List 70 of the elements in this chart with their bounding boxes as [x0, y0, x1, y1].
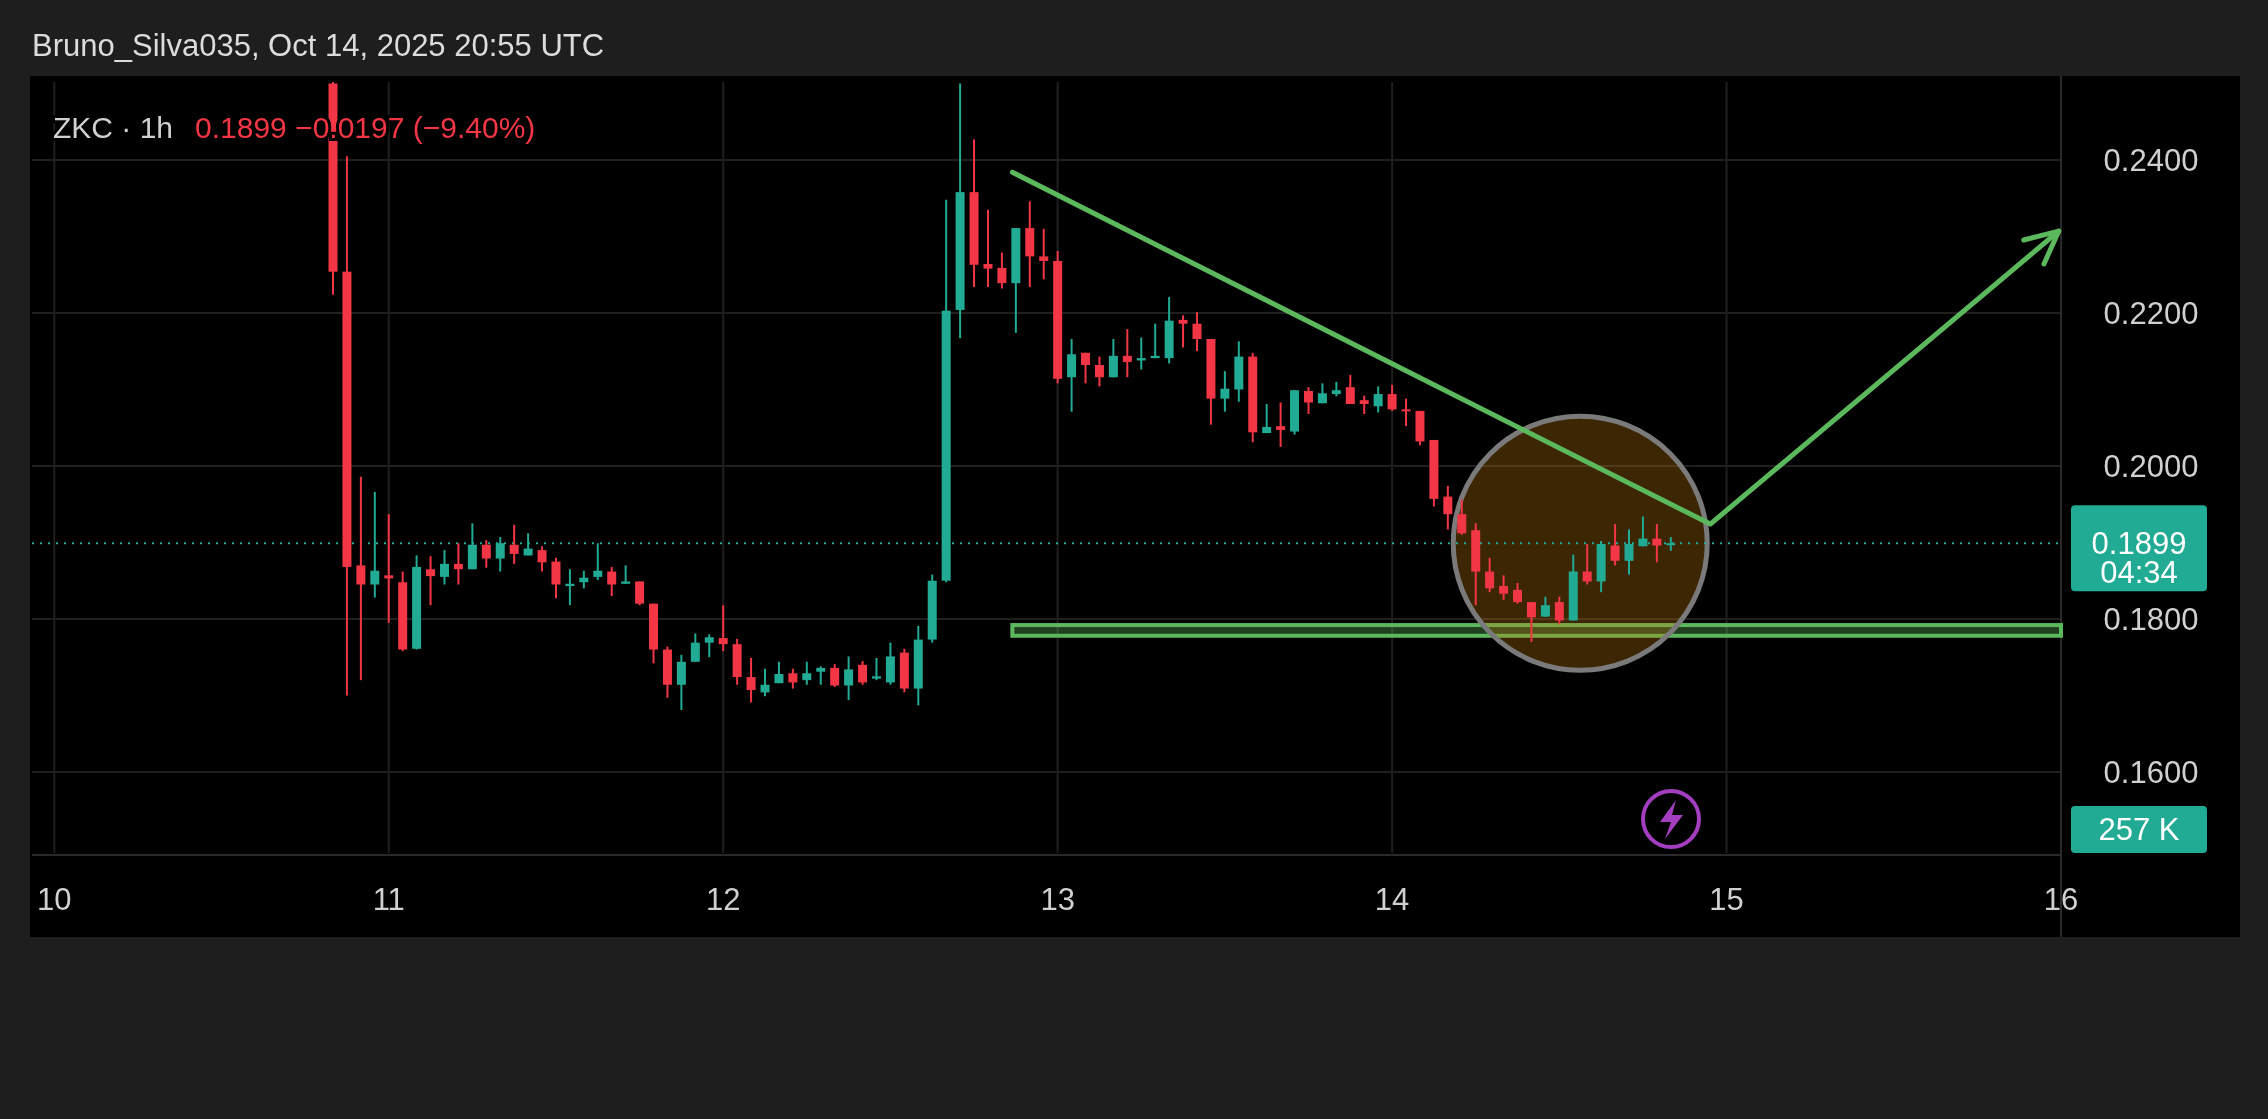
x-tick-label: 12 — [705, 882, 741, 917]
x-tick-label: 11 — [372, 882, 405, 917]
x-tick-label: 14 — [1374, 882, 1410, 917]
candlestick — [983, 208, 993, 288]
candlestick — [551, 556, 561, 600]
candlestick — [802, 660, 812, 686]
candlestick — [1108, 338, 1118, 379]
candlestick — [1499, 574, 1509, 601]
candlestick — [356, 475, 366, 682]
y-tick-label: 0.2000 — [2103, 448, 2199, 484]
candlestick — [830, 663, 840, 689]
candlestick — [858, 660, 868, 686]
candlestick — [1067, 338, 1077, 413]
candlestick — [426, 555, 436, 607]
candlestick — [1443, 484, 1453, 531]
candlestick — [635, 580, 645, 607]
candlestick — [1540, 595, 1550, 618]
candlestick — [1122, 328, 1132, 379]
candlestick — [1178, 314, 1188, 349]
candlestick — [676, 653, 686, 711]
candlestick — [718, 604, 728, 653]
candlestick — [1220, 370, 1230, 413]
y-tick-label: 0.2400 — [2103, 143, 2199, 179]
candlestick — [384, 513, 394, 624]
candlestick — [1081, 351, 1091, 385]
text: Bruno_Silva035, Oct 14, 2025 20:55 UTC — [32, 28, 605, 63]
candlestick — [453, 542, 463, 586]
candlestick — [788, 667, 798, 690]
candlestick — [1513, 582, 1523, 605]
candlestick — [1457, 498, 1467, 536]
candlestick — [1262, 403, 1272, 435]
candlestick — [1554, 595, 1564, 626]
candlestick — [607, 565, 617, 597]
candlestick — [1192, 311, 1202, 353]
candlestick — [997, 251, 1007, 290]
y-tick-label: 0.1800 — [2103, 601, 2199, 637]
candlestick — [1373, 385, 1383, 414]
x-tick-label: 13 — [1040, 882, 1075, 917]
candlestick — [1303, 386, 1313, 415]
candlestick — [1401, 397, 1411, 428]
candlestick — [1526, 601, 1536, 643]
y-tick-label: 0.1600 — [2103, 754, 2199, 790]
x-tick-label: 15 — [1709, 882, 1744, 917]
candlestick — [871, 656, 881, 682]
candlestick — [1652, 523, 1662, 564]
candlestick — [760, 667, 770, 698]
text: ZKC · 1h — [53, 111, 174, 144]
candlestick — [1276, 401, 1286, 448]
candlestick — [481, 539, 491, 569]
candlestick — [1345, 373, 1355, 406]
candlestick — [690, 632, 700, 663]
candlestick — [1039, 227, 1049, 281]
candlestick — [1359, 394, 1369, 415]
candlestick — [816, 665, 826, 686]
x-tick-label: 10 — [37, 882, 72, 917]
candlestick — [439, 549, 449, 586]
candlestick — [537, 545, 547, 573]
candlestick — [1387, 383, 1397, 412]
x-tick-label: 16 — [2043, 882, 2079, 917]
candlestick — [746, 656, 756, 704]
candlestick — [509, 523, 519, 565]
y-tick-label: 0.2200 — [2103, 295, 2199, 331]
candlestick — [844, 655, 854, 702]
candlestick — [1582, 542, 1592, 586]
candlestick — [1485, 556, 1495, 594]
text: 257 K — [2098, 812, 2180, 847]
candlestick — [1094, 355, 1104, 388]
candlestick — [704, 633, 714, 659]
candlestick — [621, 564, 631, 585]
candlestick — [1610, 523, 1620, 567]
